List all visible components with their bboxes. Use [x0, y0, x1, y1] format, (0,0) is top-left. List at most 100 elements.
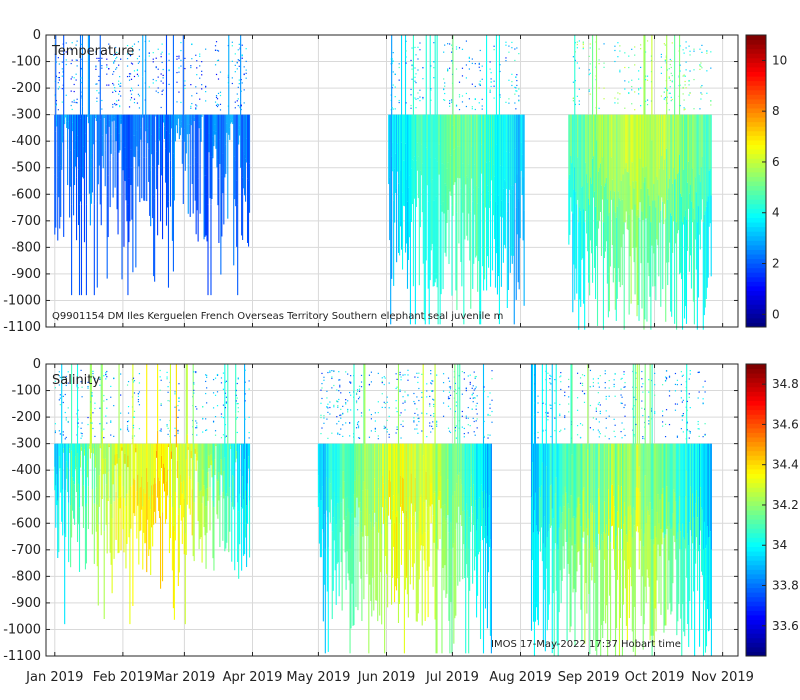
- shallow-point: [400, 376, 402, 378]
- shallow-point: [560, 388, 562, 391]
- shallow-point: [137, 62, 140, 64]
- shallow-point: [471, 62, 473, 65]
- shallow-point: [177, 404, 179, 407]
- shallow-point: [704, 433, 706, 436]
- shallow-point: [666, 102, 668, 104]
- salinity-y-axis: 0-100-200-300-400-500-600-700-800-900-10…: [3, 357, 738, 664]
- shallow-point: [384, 426, 386, 428]
- shallow-point: [178, 91, 180, 93]
- shallow-point: [95, 65, 97, 67]
- shallow-point: [202, 417, 204, 420]
- shallow-point: [320, 414, 322, 416]
- colorbar-segment: [746, 464, 766, 470]
- shallow-point: [568, 396, 570, 398]
- shallow-point: [133, 435, 136, 437]
- shallow-point: [487, 413, 489, 416]
- shallow-point: [597, 382, 599, 384]
- shallow-point: [374, 420, 376, 422]
- shallow-point: [350, 375, 352, 377]
- colorbar-segment: [746, 135, 766, 141]
- shallow-point: [103, 394, 105, 397]
- colorbar-segment: [746, 364, 766, 370]
- shallow-point: [448, 430, 451, 432]
- colorbar-segment: [746, 473, 766, 479]
- shallow-point: [355, 400, 358, 402]
- shallow-point: [499, 64, 501, 66]
- shallow-point: [474, 63, 476, 65]
- shallow-point: [377, 372, 379, 375]
- shallow-point: [384, 377, 386, 379]
- shallow-point: [360, 381, 363, 383]
- shallow-point: [581, 390, 584, 392]
- shallow-point: [126, 425, 129, 427]
- shallow-point: [479, 83, 481, 85]
- shallow-point: [574, 103, 576, 106]
- shallow-point: [442, 390, 445, 392]
- shallow-point: [244, 381, 246, 383]
- shallow-point: [81, 432, 83, 435]
- shallow-point: [444, 92, 446, 95]
- shallow-point: [126, 45, 129, 47]
- shallow-point: [582, 41, 584, 43]
- shallow-point: [190, 105, 192, 107]
- shallow-point: [357, 437, 360, 439]
- shallow-point: [582, 46, 584, 48]
- shallow-point: [222, 372, 225, 374]
- shallow-point: [599, 404, 601, 406]
- shallow-point: [152, 82, 154, 84]
- shallow-point: [161, 51, 163, 53]
- shallow-point: [398, 99, 400, 102]
- shallow-point: [697, 428, 699, 430]
- shallow-point: [131, 63, 134, 65]
- shallow-point: [668, 92, 670, 94]
- shallow-point: [113, 84, 115, 86]
- shallow-point: [559, 403, 561, 406]
- colorbar-segment: [746, 285, 766, 291]
- y-tick-label: -300: [11, 437, 41, 452]
- y-tick-label: -100: [11, 384, 41, 399]
- shallow-point: [461, 426, 463, 428]
- shallow-point: [161, 43, 163, 45]
- shallow-point: [64, 393, 66, 396]
- shallow-point: [65, 42, 67, 44]
- shallow-point: [598, 59, 600, 61]
- shallow-point: [668, 376, 671, 378]
- shallow-point: [472, 385, 474, 387]
- shallow-point: [58, 384, 60, 386]
- shallow-point: [414, 67, 416, 69]
- shallow-point: [76, 40, 78, 42]
- shallow-point: [415, 54, 417, 56]
- shallow-point: [70, 48, 72, 51]
- y-tick-label: -700: [11, 543, 41, 558]
- shallow-point: [234, 53, 236, 55]
- shallow-point: [664, 60, 666, 62]
- shallow-point: [195, 371, 197, 374]
- shallow-point: [537, 395, 539, 397]
- shallow-point: [450, 44, 453, 46]
- shallow-point: [671, 98, 673, 101]
- shallow-point: [624, 66, 626, 69]
- shallow-point: [54, 430, 56, 432]
- shallow-point: [132, 424, 135, 427]
- shallow-point: [55, 61, 57, 63]
- shallow-point: [576, 409, 579, 411]
- x-tick-label: Feb 2019: [93, 670, 153, 685]
- shallow-point: [214, 45, 217, 47]
- shallow-point: [73, 90, 75, 93]
- shallow-point: [155, 80, 157, 82]
- shallow-point: [641, 386, 643, 388]
- shallow-point: [374, 428, 376, 430]
- shallow-point: [680, 397, 682, 399]
- shallow-point: [377, 438, 379, 440]
- y-tick-label: -400: [11, 463, 41, 478]
- shallow-point: [685, 61, 687, 63]
- shallow-point: [458, 96, 461, 98]
- shallow-point: [128, 79, 131, 81]
- shallow-point: [119, 106, 121, 108]
- shallow-point: [368, 374, 371, 376]
- shallow-point: [479, 80, 481, 82]
- shallow-point: [224, 424, 227, 426]
- shallow-point: [234, 101, 236, 103]
- colorbar-segment: [746, 53, 766, 59]
- shallow-point: [644, 100, 647, 102]
